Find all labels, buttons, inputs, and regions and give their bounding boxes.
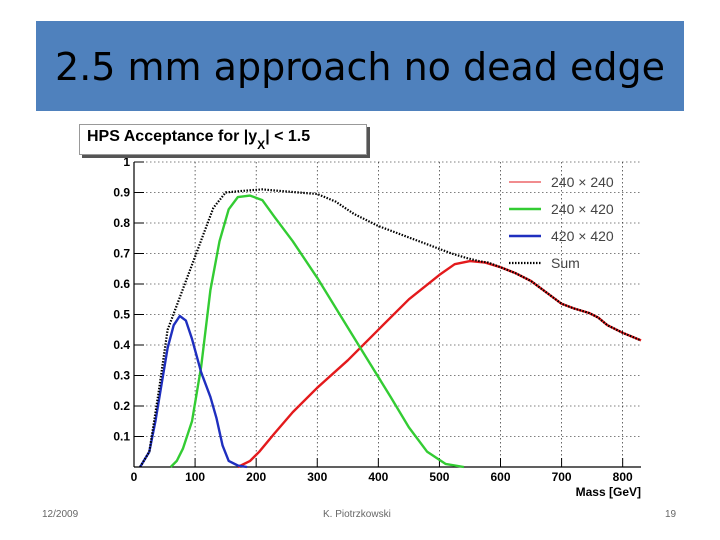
y-tick-label: 0.9	[113, 186, 130, 200]
x-tick-label: 100	[185, 470, 205, 484]
footer-author: K. Piotrzkowski	[323, 509, 391, 520]
footer-page-number: 19	[665, 509, 677, 520]
y-tick-label: 0.4	[113, 338, 130, 352]
plot-title-tail: | < 1.5	[265, 128, 311, 145]
plot-title-box: HPS Acceptance for |yX| < 1.5	[79, 124, 367, 155]
series-layer	[139, 188, 642, 469]
y-tick-label: 0.5	[113, 308, 130, 322]
x-tick-label: 400	[368, 470, 388, 484]
series-line-0	[237, 259, 642, 469]
x-tick-label: 200	[246, 470, 266, 484]
grid	[133, 161, 641, 467]
x-tick-label: 600	[490, 470, 510, 484]
y-tick-label: 1	[123, 155, 130, 169]
x-tick-label: 500	[429, 470, 449, 484]
x-tick-label: 800	[613, 470, 633, 484]
y-tick-label: 0.3	[113, 369, 130, 383]
x-tick-label: 0	[131, 470, 138, 484]
series-line-1	[169, 194, 465, 469]
legend-label-0: 240 × 240	[551, 174, 614, 190]
y-tick-label: 0.2	[113, 399, 130, 413]
series-line-3	[139, 188, 642, 468]
y-tick-label: 0.8	[113, 216, 130, 230]
legend-label-3: Sum	[551, 255, 580, 271]
plot-title-main: HPS Acceptance for |y	[87, 128, 258, 145]
series-line-2	[139, 314, 248, 469]
plot-title-subscript: X	[257, 138, 266, 152]
x-tick-label: 700	[552, 470, 572, 484]
legend-label-1: 240 × 420	[551, 201, 614, 217]
plot-title: HPS Acceptance for |yX| < 1.5	[87, 128, 311, 152]
x-tick-label: 300	[307, 470, 327, 484]
slide-title: 2.5 mm approach no dead edge	[55, 45, 665, 89]
legend-label-2: 420 × 420	[551, 228, 614, 244]
axes: 0 100 200 300 400 500 600 700 800 0.1 0.2 0.3 0.4 0.5…	[113, 155, 641, 484]
y-tick-label: 0.6	[113, 277, 130, 291]
title-bar: 2.5 mm approach no dead edge	[36, 21, 684, 111]
footer-date: 12/2009	[42, 509, 79, 520]
x-axis-label: Mass [GeV]	[576, 485, 641, 499]
y-tick-label: 0.7	[113, 247, 130, 261]
legend: 240 × 240 240 × 420 420 × 420 Sum	[509, 174, 614, 271]
y-tick-label: 0.1	[113, 430, 130, 444]
